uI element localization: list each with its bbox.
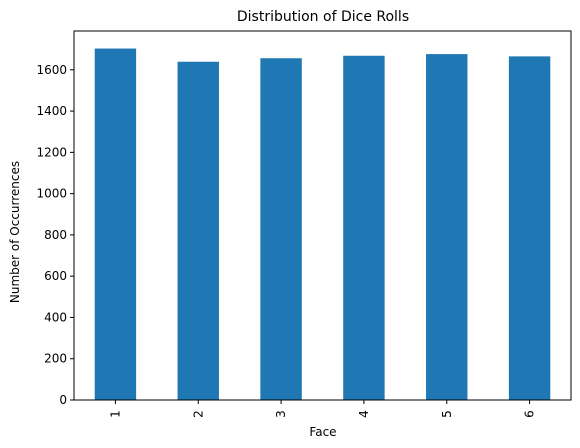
y-tick-label: 600 xyxy=(44,269,67,283)
x-axis-label: Face xyxy=(309,425,336,439)
bar-face-3 xyxy=(260,58,302,401)
y-tick-label: 400 xyxy=(44,310,67,324)
bar-face-4 xyxy=(343,55,385,400)
y-axis-ticks: 0 200 400 600 800 1000 1200 1400 1600 xyxy=(36,63,74,407)
bar-face-2 xyxy=(177,61,219,400)
x-axis-ticks: 1 2 3 4 5 6 xyxy=(108,400,537,418)
y-tick-label: 1600 xyxy=(36,63,67,77)
y-tick-label: 1000 xyxy=(36,187,67,201)
bar-face-6 xyxy=(508,56,551,401)
bars-group xyxy=(94,48,551,401)
y-tick-label: 200 xyxy=(44,352,67,366)
y-tick-label: 1400 xyxy=(36,104,67,118)
x-tick-label: 5 xyxy=(440,410,454,418)
x-tick-label: 2 xyxy=(191,410,205,418)
y-axis-label: Number of Occurrences xyxy=(8,161,22,303)
axes-frame xyxy=(73,30,572,401)
bar-face-1 xyxy=(94,48,137,401)
x-tick-label: 6 xyxy=(523,410,537,418)
y-tick-label: 0 xyxy=(59,393,67,407)
x-tick-label: 1 xyxy=(108,410,122,418)
x-tick-label: 3 xyxy=(274,410,288,418)
y-tick-label: 800 xyxy=(44,228,67,242)
x-tick-label: 4 xyxy=(357,410,371,418)
chart-title: Distribution of Dice Rolls xyxy=(237,9,409,25)
bar-face-5 xyxy=(426,54,468,400)
y-tick-label: 1200 xyxy=(36,145,67,159)
